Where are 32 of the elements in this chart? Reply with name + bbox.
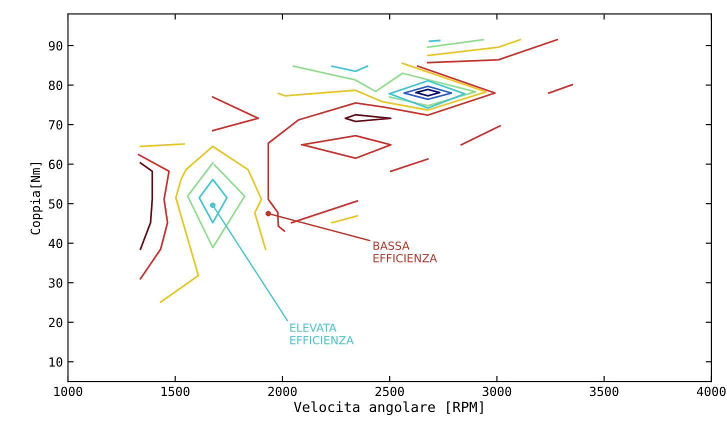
y-tick-label: 90: [48, 41, 62, 51]
y-tick-label: 50: [48, 199, 62, 209]
y-tick-label: 20: [48, 318, 62, 328]
annotation: BASSA EFFICIENZA: [374, 242, 438, 262]
line-series: [415, 88, 440, 97]
line-series: [160, 146, 266, 303]
x-tick-label: 1000: [54, 386, 82, 396]
x-axis-title: Velocita angolare [RPM]: [294, 401, 483, 415]
line-series: [138, 154, 170, 280]
line-series: [186, 162, 246, 248]
y-tick-label: 60: [48, 160, 62, 170]
line-series: [267, 65, 496, 232]
x-tick-label: 3500: [590, 386, 618, 396]
line-series: [300, 134, 392, 160]
y-tick-label: 30: [48, 278, 62, 288]
annotation: ELEVATA EFFICIENZA: [290, 324, 354, 344]
x-tick-label: 1500: [162, 386, 190, 396]
y-tick-label: 80: [48, 80, 62, 90]
line-series: [344, 114, 392, 122]
line-series: [278, 62, 488, 111]
y-tick-label: 70: [48, 120, 62, 130]
x-tick-label: 3000: [482, 386, 512, 396]
x-tick-label: 4000: [696, 386, 726, 396]
y-tick-label: 40: [48, 238, 62, 248]
y-axis-title: Coppia[Nm]: [30, 162, 43, 235]
line-series: [388, 80, 466, 109]
y-tick-label: 10: [50, 357, 62, 367]
line-series: [292, 65, 476, 106]
line-series: [140, 162, 154, 250]
line-series: [403, 85, 452, 100]
x-tick-label: 2500: [376, 386, 404, 396]
x-tick-label: 2000: [268, 386, 297, 396]
